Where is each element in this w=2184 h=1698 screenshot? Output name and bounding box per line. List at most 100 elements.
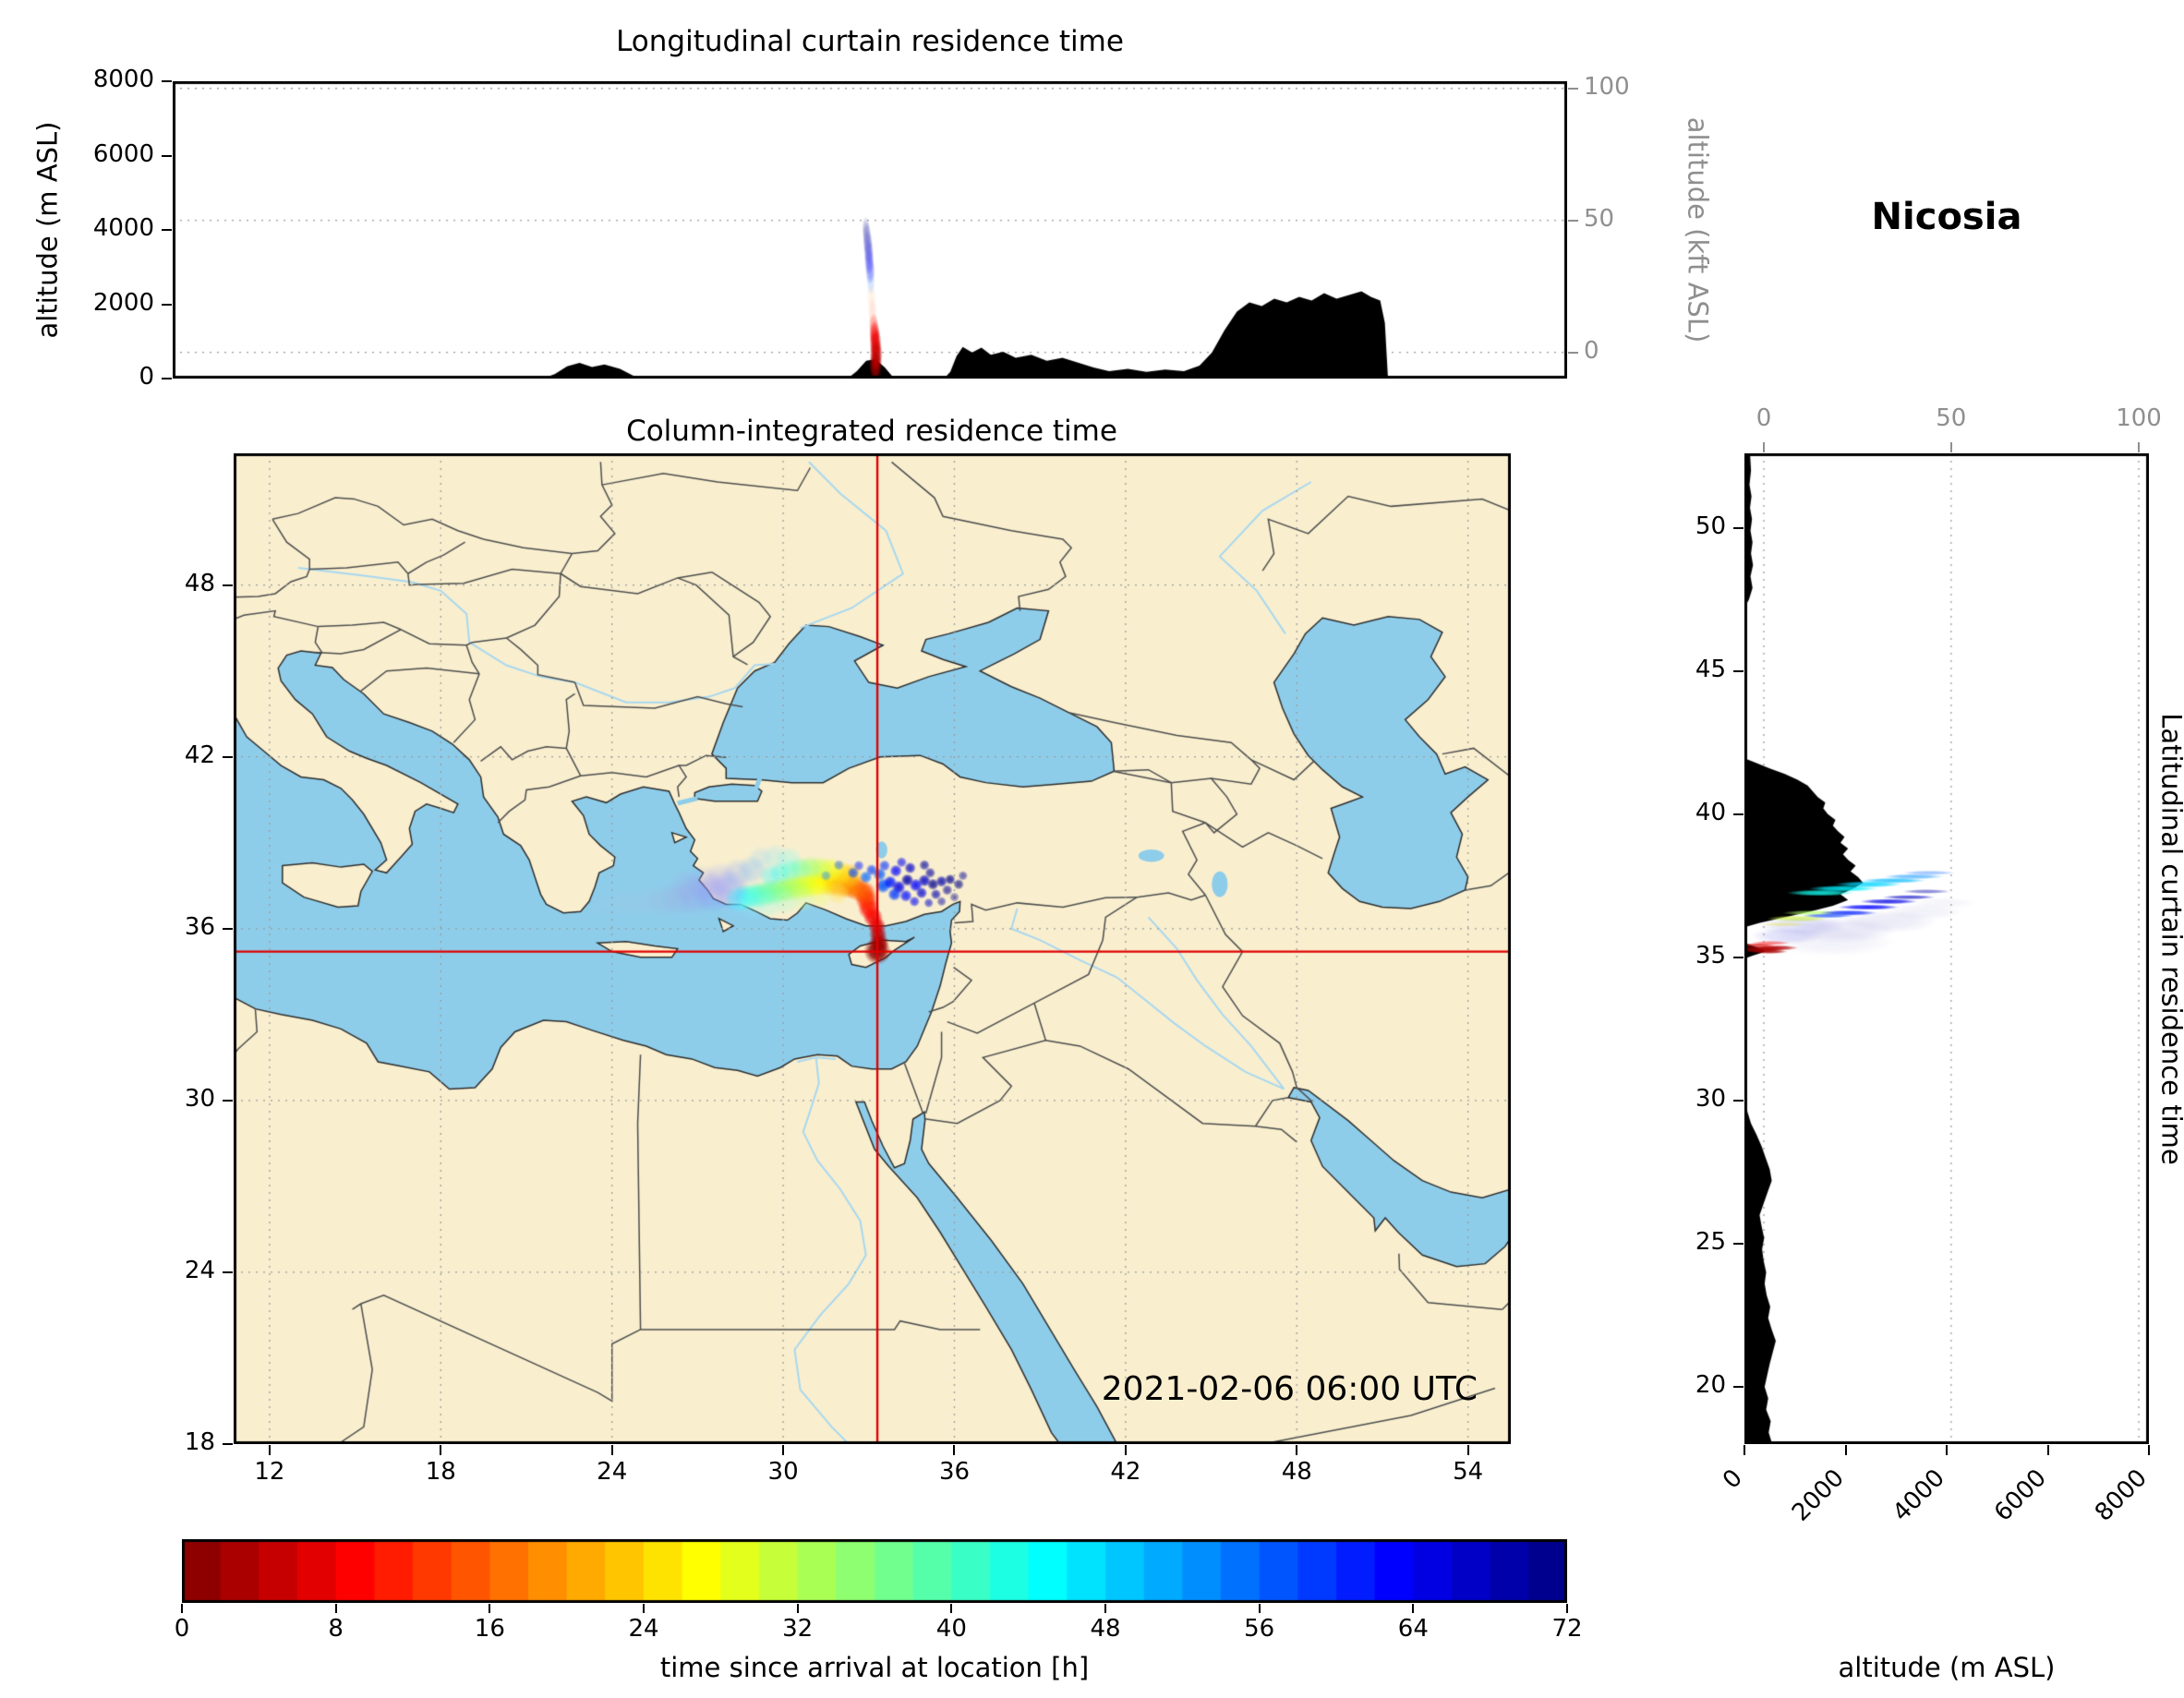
map-lat-tick [223, 755, 233, 758]
map-lat-tick-label: 24 [184, 1256, 215, 1284]
map-lon-tick [268, 1445, 271, 1455]
map-lat-tick-label: 18 [184, 1428, 215, 1456]
map-lon-tick-label: 48 [1281, 1458, 1312, 1486]
colorbar-tick [643, 1604, 645, 1613]
latitudinal-curtain-canvas [1744, 453, 2149, 1444]
map-canvas [234, 453, 1511, 1444]
colorbar-tick [489, 1604, 491, 1613]
map-lon-tick-label: 36 [938, 1458, 971, 1486]
right-kft-tick [1949, 442, 1952, 452]
colorbar-label: time since arrival at location [h] [659, 1652, 1090, 1683]
right-alt-tick [2148, 1445, 2150, 1455]
map-lat-tick-label: 36 [184, 912, 215, 941]
right-kft-tick [1763, 442, 1766, 452]
colorbar-tick [1258, 1604, 1261, 1613]
right-lat-tick-label: 25 [1695, 1227, 1726, 1256]
right-kft-tick-label: 100 [2116, 404, 2162, 432]
right-lat-tick-label: 30 [1695, 1084, 1726, 1113]
timestamp-label: 2021-02-06 06:00 UTC [1101, 1370, 1478, 1408]
colorbar-tick [796, 1604, 799, 1613]
map-lon-tick-label: 42 [1110, 1458, 1141, 1486]
right-alt-tick-label: 0 [1718, 1463, 1748, 1495]
right-lat-tick-label: 40 [1695, 798, 1726, 826]
map-lon-tick [953, 1445, 956, 1455]
top-kft-tick [1568, 87, 1578, 90]
top-panel-ylabel-m: altitude (m ASL) [31, 121, 64, 339]
colorbar-canvas [182, 1539, 1567, 1603]
colorbar-tick-label: 56 [1244, 1615, 1275, 1643]
map-lat-tick-label: 30 [184, 1084, 215, 1113]
map-lon-tick [1466, 1445, 1469, 1455]
right-lat-tick [1733, 669, 1744, 672]
right-lat-tick-label: 50 [1695, 512, 1726, 540]
right-kft-tick [2138, 442, 2141, 452]
top-kft-tick-label: 0 [1584, 336, 1599, 365]
right-alt-tick-label: 6000 [1988, 1463, 2052, 1527]
right-lat-tick [1733, 1385, 1744, 1388]
right-alt-tick [1844, 1445, 1847, 1455]
right-alt-tick-label: 4000 [1887, 1463, 1950, 1527]
colorbar-tick-label: 32 [782, 1615, 814, 1643]
map-lat-tick-label: 42 [184, 741, 215, 769]
top-alt-tick-label: 2000 [92, 288, 154, 317]
top-kft-tick-label: 100 [1584, 72, 1630, 101]
right-alt-tick [2046, 1445, 2049, 1455]
colorbar-tick-label: 8 [328, 1615, 344, 1643]
right-lat-tick-label: 35 [1695, 941, 1726, 969]
map-lon-tick-label: 30 [767, 1458, 799, 1486]
map-lat-tick [223, 1099, 233, 1102]
colorbar-tick [1566, 1604, 1568, 1613]
map-lon-tick [782, 1445, 785, 1455]
colorbar-tick-label: 48 [1090, 1615, 1121, 1643]
colorbar-tick-label: 40 [935, 1615, 967, 1643]
top-alt-tick [162, 303, 172, 306]
map-lon-tick-label: 24 [597, 1458, 628, 1486]
colorbar-tick [1104, 1604, 1106, 1613]
longitudinal-curtain-canvas [173, 81, 1567, 379]
map-lon-tick-label: 18 [425, 1458, 456, 1486]
colorbar-tick-label: 72 [1551, 1615, 1583, 1643]
right-lat-tick [1733, 956, 1744, 958]
map-lat-tick [223, 1443, 233, 1445]
colorbar-tick [181, 1604, 183, 1613]
right-alt-tick-label: 2000 [1786, 1463, 1850, 1527]
colorbar-tick [334, 1604, 337, 1613]
map-title: Column-integrated residence time [626, 415, 1117, 448]
map-lat-tick [223, 584, 233, 586]
right-lat-tick [1733, 526, 1744, 529]
colorbar-tick [1412, 1604, 1415, 1613]
map-lon-tick [440, 1445, 442, 1455]
top-kft-tick [1568, 351, 1578, 354]
right-kft-tick-label: 50 [1936, 404, 1967, 432]
map-lat-tick-label: 48 [184, 569, 215, 597]
map-lat-tick [223, 1270, 233, 1273]
station-name: Nicosia [1871, 196, 2022, 238]
map-lon-tick [1296, 1445, 1298, 1455]
top-panel-ylabel-kft: altitude (kft ASL) [1682, 116, 1714, 343]
map-lon-tick [1124, 1445, 1127, 1455]
top-kft-tick [1568, 219, 1578, 222]
top-alt-tick [162, 80, 172, 82]
colorbar-tick [950, 1604, 953, 1613]
top-kft-tick-label: 50 [1584, 204, 1615, 233]
colorbar-tick-label: 0 [174, 1615, 190, 1643]
colorbar-tick-label: 24 [628, 1615, 659, 1643]
top-alt-tick-label: 0 [139, 363, 154, 391]
map-lon-tick-label: 54 [1453, 1458, 1484, 1486]
right-lat-tick [1733, 813, 1744, 815]
right-alt-tick-label: 8000 [2089, 1463, 2153, 1527]
top-alt-tick [162, 154, 172, 157]
longitudinal-curtain-title: Longitudinal curtain residence time [616, 25, 1124, 58]
map-lon-tick [610, 1445, 613, 1455]
right-kft-tick-label: 0 [1756, 404, 1772, 432]
map-lon-tick-label: 12 [254, 1458, 285, 1486]
right-alt-tick [1744, 1445, 1745, 1455]
colorbar-tick-label: 16 [474, 1615, 505, 1643]
map-lat-tick [223, 927, 233, 930]
top-alt-tick-label: 6000 [92, 139, 154, 168]
top-alt-tick-label: 8000 [92, 66, 154, 93]
right-alt-tick [1946, 1445, 1948, 1455]
right-lat-tick-label: 45 [1695, 655, 1726, 683]
colorbar-tick-label: 64 [1397, 1615, 1429, 1643]
